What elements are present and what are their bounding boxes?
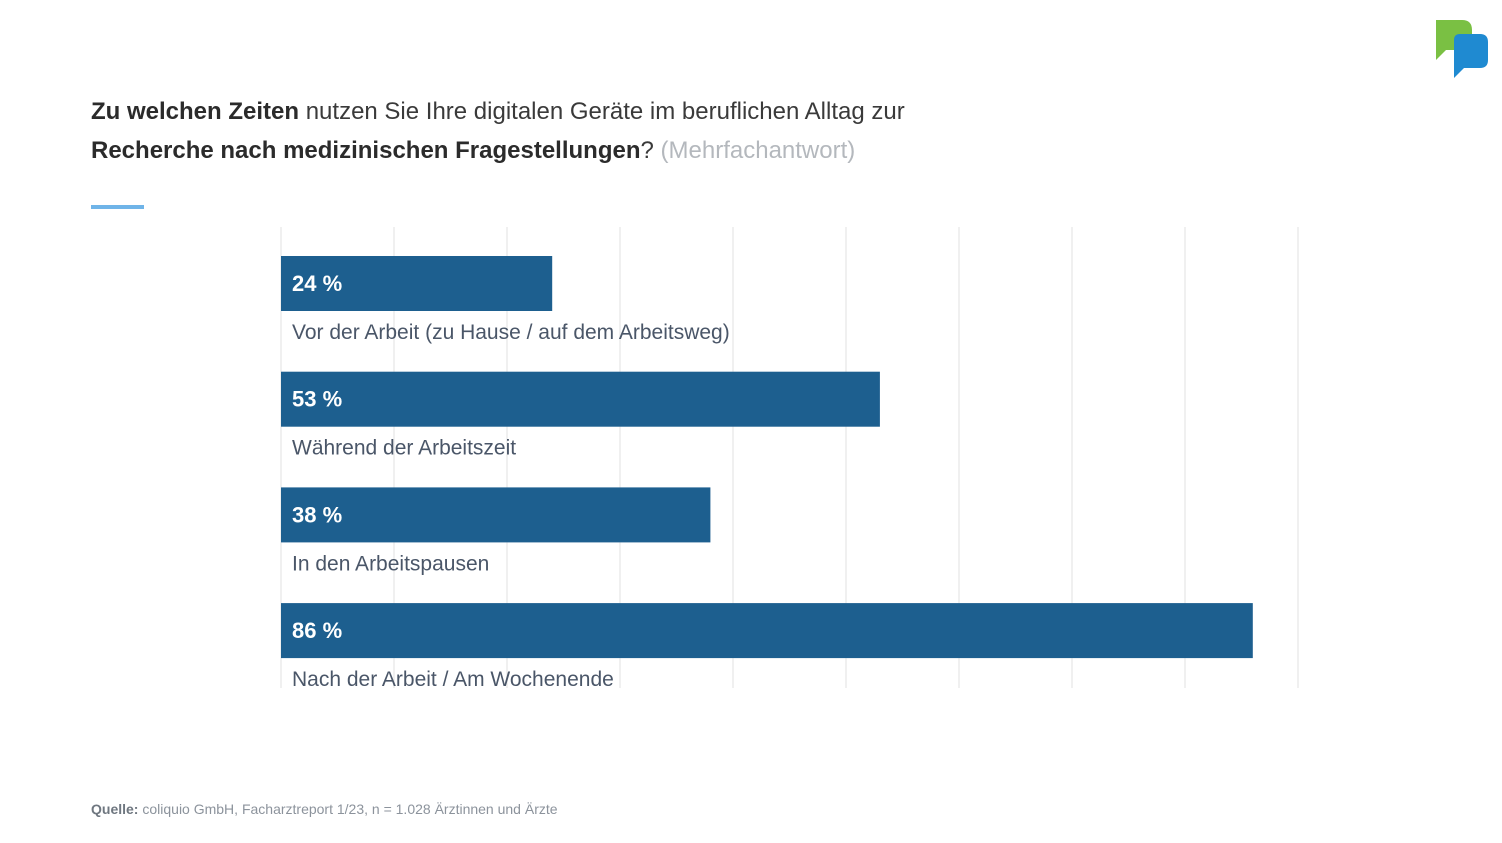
speech-bubble-logo-icon [1436, 20, 1488, 78]
bar [281, 487, 711, 543]
bar-value-label: 53 % [292, 387, 342, 412]
title-question-mark: ? [640, 137, 654, 164]
bar-value-label: 86 % [292, 618, 342, 643]
source-label: Quelle: [91, 801, 139, 817]
chart-title: Zu welchen Zeiten nutzen Sie Ihre digita… [91, 92, 1091, 170]
title-bold-1: Zu welchen Zeiten [91, 98, 300, 125]
source-text: coliquio GmbH, Facharztreport 1/23, n = … [138, 801, 558, 817]
category-label: In den Arbeitspausen [292, 552, 489, 575]
bar [281, 256, 553, 311]
category-label: Nach der Arbeit / Am Wochenende [292, 668, 614, 691]
title-accent-line [91, 205, 144, 209]
bar-value-label: 38 % [292, 502, 342, 527]
title-note: (Mehrfachantwort) [653, 137, 856, 164]
category-label: Während der Arbeitszeit [292, 437, 516, 460]
bar [281, 603, 1253, 659]
bar [281, 371, 880, 427]
bar-value-label: 24 % [292, 271, 342, 296]
title-text-1: nutzen Sie Ihre digitalen Geräte im beru… [299, 98, 905, 125]
category-label: Vor der Arbeit (zu Hause / auf dem Arbei… [292, 321, 730, 344]
source-note: Quelle: coliquio GmbH, Facharztreport 1/… [91, 801, 558, 817]
title-bold-2: Recherche nach medizinischen Fragestellu… [91, 137, 641, 164]
